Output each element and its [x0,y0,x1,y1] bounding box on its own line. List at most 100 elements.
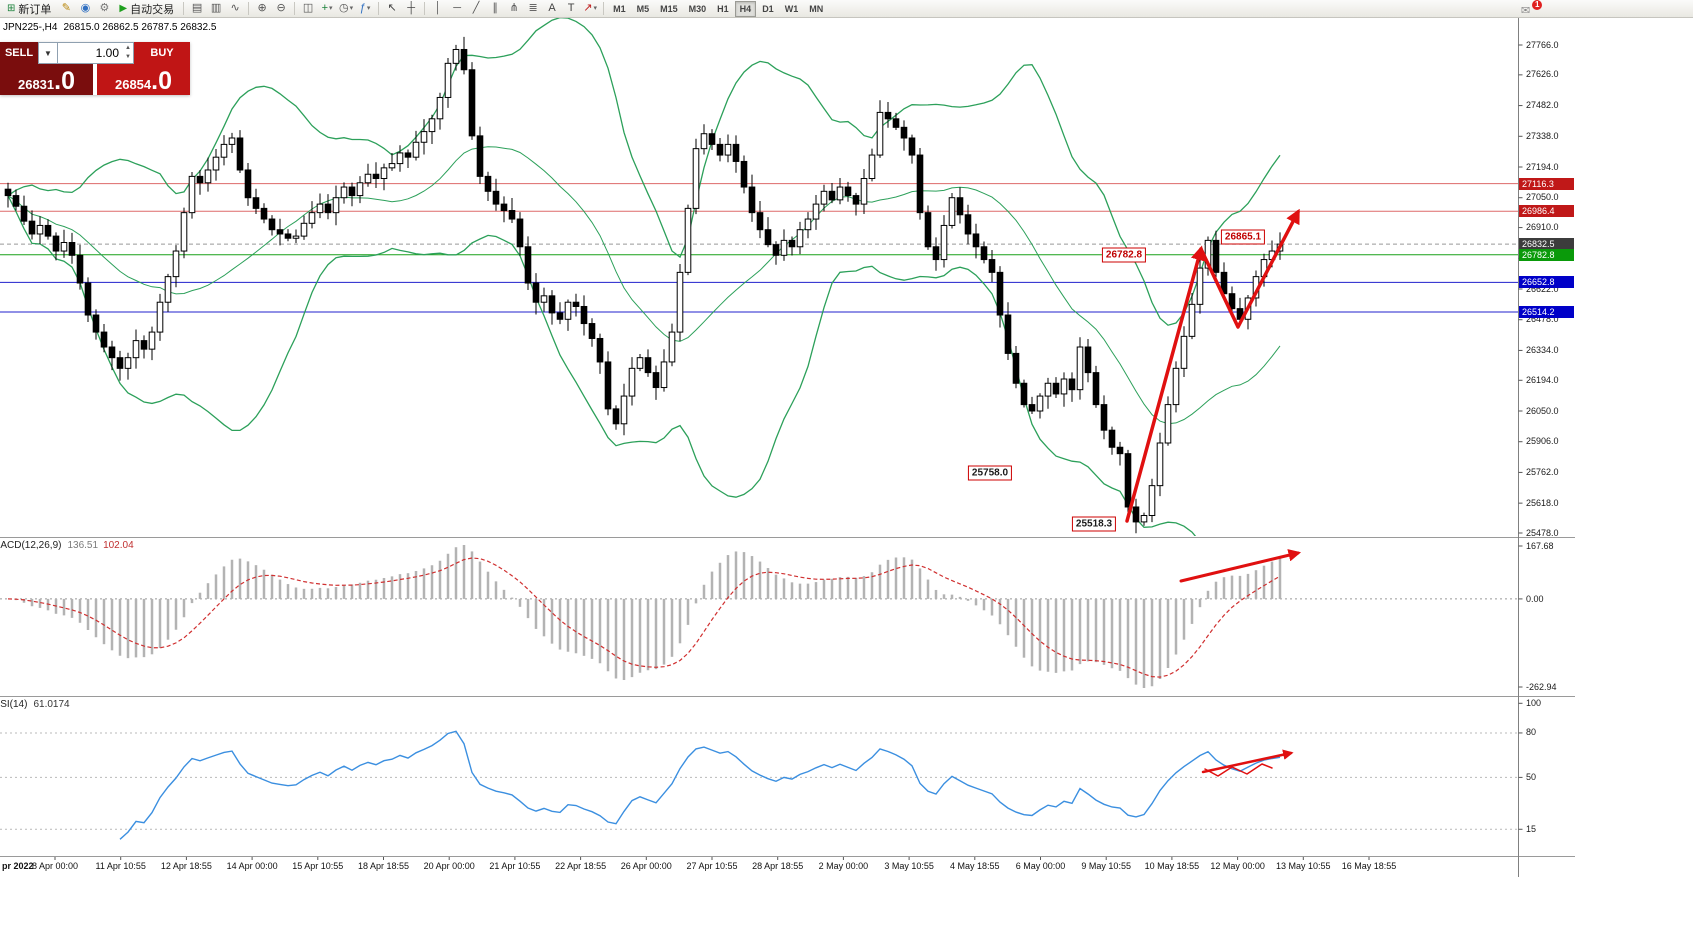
spin-up-icon[interactable]: ▲ [125,45,131,51]
horizontal-line-icon[interactable]: ─ [448,1,466,16]
zoom-in-icon[interactable]: ⊕ [253,1,271,16]
time-label: 14 Apr 00:00 [226,861,278,871]
crosshair-icon[interactable]: ┼ [402,1,420,16]
price-tick: 27050.0 [1526,192,1559,203]
bar-chart-icon: ▤ [191,2,203,14]
time-label: pr 2022 [2,861,34,871]
price-tick: 27338.0 [1526,130,1559,141]
cursor-icon: ↖ [387,2,397,14]
volume-value: 1.00 [95,46,119,60]
rsi-indicator-label: RSI(14) 61.0174 [0,699,70,710]
time-label: 6 May 00:00 [1015,861,1066,871]
notifications-button[interactable]: ✉ 1 [1521,0,1551,17]
price-marker-26986.4: 26986.4 [1519,205,1574,218]
timeframe-m5[interactable]: M5 [636,3,650,14]
cursor-icon[interactable]: ↖ [383,1,401,16]
volume-stepper[interactable]: ▲ ▼ [125,44,131,62]
text-label-icon: T [567,2,575,14]
timeframe-w1[interactable]: W1 [784,3,799,14]
text-icon[interactable]: A [543,1,561,16]
one-click-trading-panel: SELL ▼ 1.00 ▲ ▼ BUY 26831.0 26854.0 [0,42,190,95]
time-label: 2 May 00:00 [818,861,869,871]
macd-tick: -262.94 [1526,682,1557,692]
timeframe-mn[interactable]: MN [809,3,824,14]
mql5-community-icon[interactable]: ◉ [76,1,94,16]
trendline-icon[interactable]: ╱ [467,1,485,16]
volume-input[interactable]: 1.00 ▲ ▼ [58,42,134,64]
metaeditor-icon[interactable]: ✎ [57,1,75,16]
zoom-out-icon: ⊖ [276,2,286,14]
price-annotation-25518.3: 25518.3 [1071,516,1117,532]
price-annotation-26865.1: 26865.1 [1220,229,1266,245]
rsi-name: RSI(14) [0,699,28,710]
play-icon: ▶ [119,3,128,14]
button-label: 自动交易 [130,3,175,16]
time-label: 9 May 10:55 [1081,861,1131,871]
indicators-icon[interactable]: ƒ ▾ [356,1,374,16]
buy-price[interactable]: 26854.0 [97,64,190,95]
candlestick-chart-icon: ▥ [210,2,222,14]
new-order-button[interactable]: ⊞ 新订单 [2,1,56,16]
profiles-icon[interactable]: ◷ ▾ [337,1,355,16]
metaeditor-icon: ✎ [61,2,71,14]
sell-price-main: 26831 [17,77,55,92]
buy-button[interactable]: BUY [134,42,190,64]
rsi-tick: 50 [1526,771,1537,782]
timeframe-d1[interactable]: D1 [762,3,774,14]
arrows-icon[interactable]: ↗ ▾ [581,1,599,16]
trendline-icon: ╱ [472,2,480,14]
vertical-line-icon[interactable]: │ [429,1,447,16]
timeframe-h1[interactable]: H1 [717,3,729,14]
horizontal-line-icon: ─ [453,2,461,14]
price-tick: 26050.0 [1526,405,1559,416]
macd-tick: 0.00 [1526,593,1544,604]
buy-price-pips: .0 [151,67,172,95]
line-chart-icon[interactable]: ∿ [226,1,244,16]
rsi-tick: 15 [1526,823,1537,834]
zoom-out-icon[interactable]: ⊖ [272,1,290,16]
timeframe-m30[interactable]: M30 [688,3,707,14]
macd-tick: 167.68 [1526,541,1554,551]
andrews-pitchfork-icon[interactable]: ⋔ [505,1,523,16]
new-chart-icon[interactable]: + ▾ [318,1,336,16]
options-icon[interactable]: ⚙ [95,1,113,16]
candlestick-chart-icon[interactable]: ▥ [207,1,225,16]
sell-price[interactable]: 26831.0 [0,64,93,95]
rsi-tick: 100 [1526,697,1542,708]
button-label: 新订单 [18,3,52,16]
volume-dropdown[interactable]: ▼ [38,42,58,64]
time-label: 21 Apr 10:55 [489,861,541,871]
spin-down-icon[interactable]: ▼ [125,54,131,60]
toolbar-separator [603,2,605,15]
time-label: 20 Apr 00:00 [423,861,475,871]
macd-name: MACD(12,26,9) [0,540,62,551]
timeframe-m1[interactable]: M1 [613,3,626,14]
time-label: 4 May 18:55 [950,861,1000,871]
time-label: 12 May 00:00 [1210,861,1265,871]
price-tick: 25618.0 [1526,497,1559,508]
text-label-icon[interactable]: T [562,1,580,16]
price-annotation-26782.8: 26782.8 [1101,247,1147,263]
price-marker-26832.5: 26832.5 [1519,238,1574,251]
time-label: 28 Apr 18:55 [752,861,804,871]
equidistant-channel-icon[interactable]: ∥ [486,1,504,16]
time-label: 16 May 18:55 [1341,861,1397,871]
autotrading-button[interactable]: ▶ 自动交易 [114,1,179,16]
sell-button[interactable]: SELL [0,42,38,64]
tile-windows-icon[interactable]: ◫ [299,1,317,16]
fibonacci-icon[interactable]: ≣ [524,1,542,16]
time-label: 3 May 10:55 [884,861,934,871]
time-label: 27 Apr 10:55 [686,861,738,871]
envelope-icon: ✉ [1521,5,1531,17]
time-label: 26 Apr 00:00 [620,861,672,871]
price-tick: 26478.0 [1526,314,1559,325]
andrews-pitchfork-icon: ⋔ [509,2,519,14]
timeframe-m15[interactable]: M15 [660,3,678,14]
time-label: 22 Apr 18:55 [555,861,607,871]
timeframe-h4[interactable]: H4 [734,0,757,17]
price-marker-26782.8: 26782.8 [1519,248,1574,261]
bar-chart-icon[interactable]: ▤ [188,1,206,16]
